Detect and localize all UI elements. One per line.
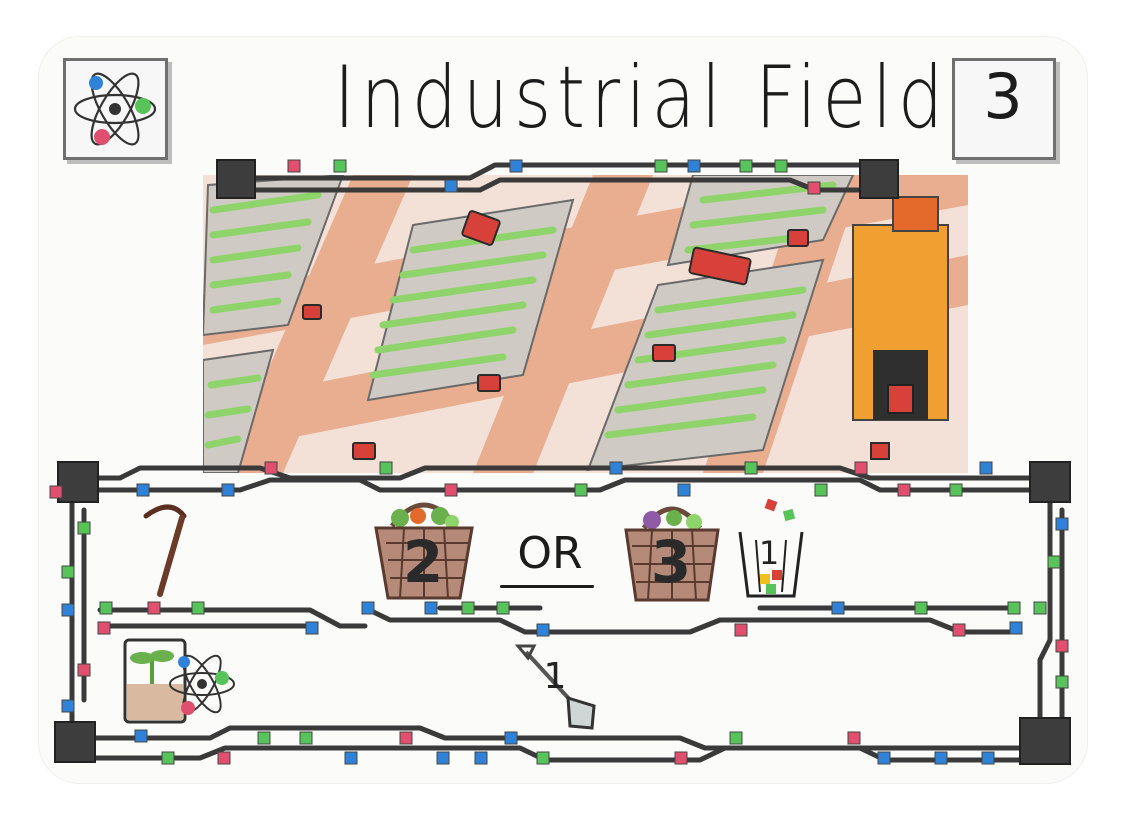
sickle-icon (140, 502, 192, 602)
industrial-field-illustration (203, 175, 968, 473)
card-cost: 3 (983, 60, 1023, 133)
or-separator: OR (517, 528, 583, 579)
waste-bin-icon (732, 492, 812, 606)
atom-icon (73, 72, 157, 146)
or-underline (500, 585, 594, 588)
card-type-box (63, 58, 168, 160)
option-a-value: 2 (402, 528, 444, 596)
harvest-basket-icon (370, 488, 478, 604)
option-b-value: 3 (650, 528, 692, 596)
option-b-cost-value: 1 (758, 534, 780, 572)
shovel-value: 1 (543, 656, 567, 697)
harvest-basket-icon-large (622, 494, 722, 606)
card-cost-box (952, 58, 1056, 160)
shovel-icon (512, 640, 602, 736)
sprout-atom-tag-icon (122, 636, 240, 732)
